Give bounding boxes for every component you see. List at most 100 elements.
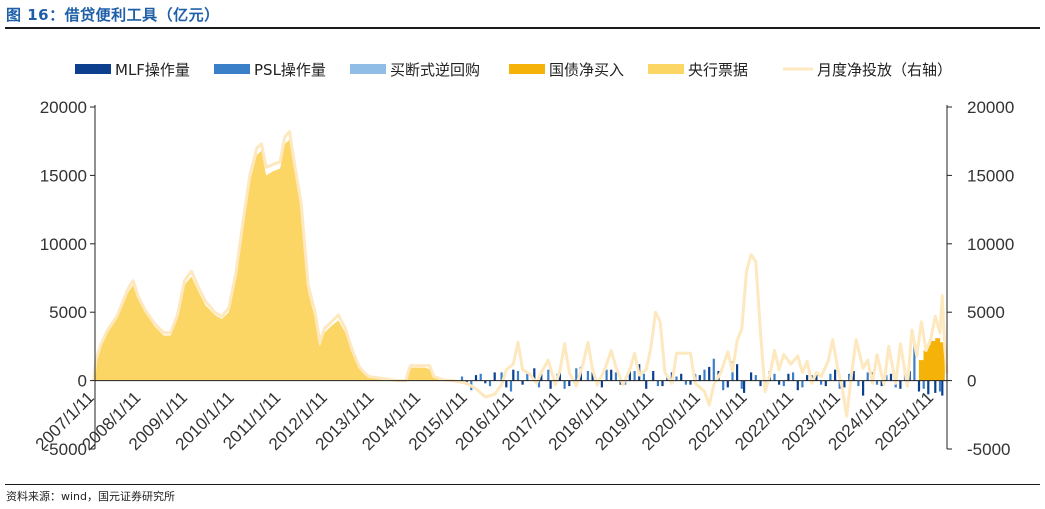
bar-mlf-42: [843, 380, 846, 388]
bar-psl-9: [547, 369, 550, 381]
legend-swatch-reverse-repo: [350, 64, 386, 74]
bar-psl-18: [633, 371, 636, 381]
left-tick-label: 15000: [40, 166, 87, 185]
series-monthly-net-injection-line: [92, 130, 949, 418]
bar-mlf-31: [743, 380, 746, 393]
series-pboc-bills-area: [93, 139, 948, 381]
right-tick-label: 10000: [967, 235, 1014, 254]
legend-swatch-pboc-bills: [648, 64, 684, 74]
bar-mlf-53: [941, 380, 944, 396]
bar-psl-11: [563, 380, 566, 389]
bar-treasury-net-buy-2: [926, 345, 932, 381]
bar-psl-27: [722, 380, 725, 391]
chart: MLF操作量 PSL操作量 买断式逆回购 国债净买入 央行票据 月度净投放（右轴） -50…: [32, 61, 1014, 459]
bar-mlf-29: [726, 380, 729, 388]
bar-mlf-21: [652, 371, 655, 381]
legend-swatch-treasury-net-buy: [509, 64, 545, 74]
bar-psl-48: [922, 380, 925, 389]
bar-mlf-20: [645, 380, 648, 389]
bar-treasury-net-buy-3: [930, 340, 936, 381]
bar-psl-13: [586, 371, 589, 381]
bar-mlf-30: [736, 364, 739, 381]
bar-psl-15: [605, 369, 608, 381]
legend-label-pboc-bills: 央行票据: [688, 61, 748, 79]
bar-mlf-14: [591, 372, 594, 381]
bar-mlf-35: [778, 380, 781, 385]
left-tick-label: 10000: [40, 235, 87, 254]
bar-psl-26: [712, 358, 715, 381]
bar-psl-0: [460, 376, 464, 381]
bar-psl-3: [488, 380, 492, 387]
source-rule: [5, 484, 1040, 485]
bar-psl-16: [614, 372, 617, 381]
legend-label-treasury-net-buy: 国债净买入: [549, 61, 624, 79]
left-tick-label: 0: [78, 372, 87, 391]
bar-treasury-net-buy-0: [918, 360, 924, 381]
bar-treasury-net-buy-4: [935, 338, 941, 381]
legend: MLF操作量 PSL操作量 买断式逆回购 国债净买入 央行票据 月度净投放（右轴）: [75, 61, 952, 79]
bar-mlf-15: [600, 380, 603, 388]
bar-psl-50: [938, 380, 942, 392]
bar-psl-35: [801, 380, 804, 388]
bar-psl-5: [509, 380, 513, 392]
bar-treasury-net-buy-1: [923, 350, 929, 381]
bar-psl-20: [656, 380, 659, 387]
legend-label-mlf: MLF操作量: [115, 61, 190, 79]
bar-psl-7: [526, 372, 529, 381]
bar-psl-41: [857, 380, 860, 387]
bar-mlf-51: [927, 380, 930, 395]
bar-mlf-52: [934, 380, 937, 393]
bar-psl-4: [500, 372, 503, 381]
legend-label-reverse-repo: 买断式逆回购: [390, 61, 480, 79]
bar-mlf-10: [549, 380, 552, 389]
bar-psl-38: [829, 373, 832, 381]
bar-mlf-50: [917, 380, 921, 392]
bar-mlf-12: [568, 380, 571, 387]
bar-mlf-38: [806, 375, 809, 381]
bar-psl-30: [754, 375, 757, 381]
bar-psl-25: [703, 369, 706, 381]
legend-label-monthly-net-injection: 月度净投放（右轴）: [817, 61, 952, 79]
right-tick-label: 5000: [967, 303, 1005, 322]
bar-mlf-44: [862, 380, 865, 396]
bar-mlf-5: [505, 380, 508, 388]
bar-mlf-7: [521, 380, 524, 385]
bar-psl-44: [885, 375, 888, 381]
bar-psl-23: [684, 380, 687, 385]
bar-mlf-47: [889, 373, 893, 381]
bar-psl-8: [537, 380, 541, 388]
bar-mlf-6: [512, 369, 515, 381]
legend-swatch-mlf: [75, 64, 111, 74]
bar-psl-12: [575, 368, 578, 381]
bar-mlf-16: [610, 369, 613, 381]
bar-mlf-33: [759, 380, 762, 387]
bar-mlf-25: [689, 380, 692, 385]
bar-mlf-3: [484, 380, 487, 384]
bar-mlf-4: [493, 372, 496, 381]
bar-psl-40: [848, 373, 851, 381]
bar-mlf-43: [852, 371, 855, 381]
bar-mlf-41: [834, 369, 837, 381]
bar-mlf-2: [474, 375, 478, 381]
bar-psl-2: [479, 373, 482, 381]
bar-mlf-27: [708, 366, 711, 381]
bar-psl-34: [792, 372, 795, 381]
bar-psl-6: [516, 371, 520, 381]
bar-psl-42: [866, 372, 869, 381]
legend-label-psl: PSL操作量: [254, 61, 326, 79]
source-note: 资料来源：wind，国元证券研究所: [6, 490, 176, 503]
bar-mlf-37: [796, 380, 799, 391]
bar-psl-43: [875, 380, 879, 385]
left-tick-label: -5000: [44, 440, 87, 459]
title-rule: [5, 27, 1040, 29]
bar-psl-47: [913, 342, 916, 381]
bar-psl-33: [782, 380, 785, 387]
right-tick-label: 15000: [967, 166, 1014, 185]
axes: -5000 0 5000 10000 15000 20000 -5000 0 5000 10000…: [32, 98, 1014, 459]
bar-mlf-32: [750, 372, 753, 381]
bar-mlf-22: [661, 380, 664, 387]
bar-mlf-46: [880, 380, 883, 387]
bar-mlf-11: [558, 371, 561, 381]
figure-title: 图 16：借贷便利工具（亿元）: [6, 6, 220, 24]
bar-psl-19: [642, 373, 645, 381]
